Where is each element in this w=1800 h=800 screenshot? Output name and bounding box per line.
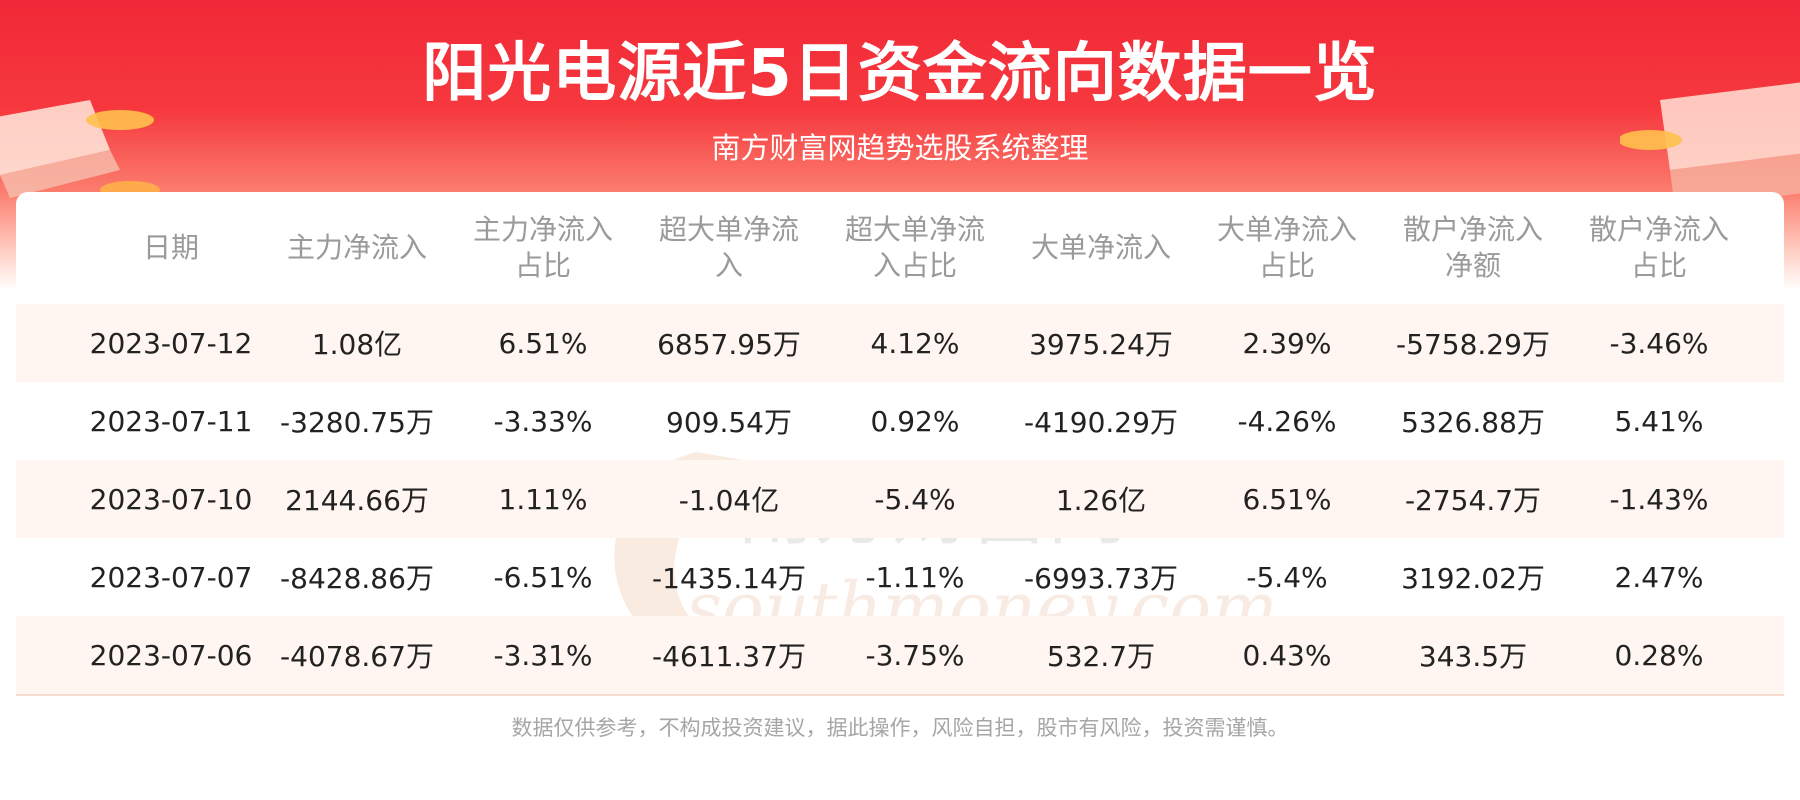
table-cell: -4611.37万: [652, 640, 806, 673]
table-cell: -6.51%: [493, 560, 593, 594]
table-row: 2023-07-11 -3280.75万 -3.33% 909.54万 0.92…: [16, 382, 1784, 460]
gold-coins-decoration: [0, 100, 160, 199]
table-cell: 5326.88万: [1401, 406, 1545, 439]
table-cell: -4.26%: [1237, 404, 1337, 438]
table-cell: -3.46%: [1609, 326, 1709, 360]
column-header: 超大单净流入占比: [844, 213, 985, 282]
table-cell: 4.12%: [870, 326, 960, 360]
table-cell: -4078.67万: [280, 640, 434, 673]
table-cell: -1.43%: [1609, 482, 1709, 516]
table-cell: 0.28%: [1614, 638, 1704, 672]
column-header: 日期: [142, 231, 199, 264]
column-header: 主力净流入: [286, 231, 427, 264]
table-cell: 2.39%: [1242, 326, 1332, 360]
table-cell: 0.43%: [1242, 638, 1332, 672]
table-row: 2023-07-12 1.08亿 6.51% 6857.95万 4.12% 39…: [16, 304, 1784, 382]
disclaimer-text: 数据仅供参考，不构成投资建议，据此操作，风险自担，股市有风险，投资需谨慎。: [511, 716, 1289, 740]
table-cell: -2754.7万: [1404, 484, 1542, 517]
column-header: 大单净流入: [1030, 231, 1171, 264]
table-cell: -3.31%: [493, 638, 593, 672]
table-cell: -1.11%: [865, 560, 965, 594]
table-cell: -4190.29万: [1024, 406, 1178, 439]
table-cell: -5758.29万: [1396, 328, 1550, 361]
page-subtitle: 南方财富网趋势选股系统整理: [711, 131, 1089, 165]
table-row: 2023-07-06 -4078.67万 -3.31% -4611.37万 -3…: [16, 616, 1784, 694]
column-header: 散户净流入净额: [1402, 213, 1543, 282]
table-cell: 2023-07-06: [89, 638, 253, 672]
table-cell: -3280.75万: [280, 406, 434, 439]
table-cell: -5.4%: [874, 482, 956, 516]
table-cell: 2.47%: [1614, 560, 1704, 594]
column-header: 超大单净流入: [658, 213, 799, 282]
table-cell: 1.26亿: [1055, 484, 1147, 517]
table-cell: 532.7万: [1046, 640, 1156, 673]
table-row: 2023-07-10 2144.66万 1.11% -1.04亿 -5.4% 1…: [16, 460, 1784, 538]
table-cell: -6993.73万: [1024, 562, 1178, 595]
table-cell: 3192.02万: [1401, 562, 1545, 595]
table-cell: 2023-07-11: [89, 404, 253, 438]
table-cell: -5.4%: [1246, 560, 1328, 594]
table-cell: -1435.14万: [652, 562, 806, 595]
table-cell: 2023-07-10: [89, 482, 253, 516]
table-cell: -8428.86万: [280, 562, 434, 595]
table-cell: 6.51%: [1242, 482, 1332, 516]
table-cell: 5.41%: [1614, 404, 1704, 438]
column-header: 主力净流入占比: [472, 213, 613, 282]
table-cell: 3975.24万: [1029, 328, 1173, 361]
page-title: 阳光电源近5日资金流向数据一览: [422, 37, 1378, 111]
table-cell: 6.51%: [498, 326, 588, 360]
table-cell: 2144.66万: [285, 484, 429, 517]
table-cell: 6857.95万: [657, 328, 801, 361]
column-header: 散户净流入占比: [1588, 213, 1729, 282]
table-cell: 343.5万: [1418, 640, 1528, 673]
table-cell: -3.75%: [865, 638, 965, 672]
table-cell: 1.11%: [498, 482, 588, 516]
data-table-card: 南方财富网 southmoney.com 日期 主力净流入 主力净流入占比 超大…: [16, 192, 1784, 752]
column-header: 大单净流入占比: [1216, 213, 1357, 282]
table-cell: -3.33%: [493, 404, 593, 438]
table-row: 2023-07-07 -8428.86万 -6.51% -1435.14万 -1…: [16, 538, 1784, 616]
footer-divider: [16, 694, 1784, 696]
table-cell: -1.04亿: [678, 484, 780, 517]
table-cell: 0.92%: [870, 404, 960, 438]
table-cell: 2023-07-07: [89, 560, 253, 594]
table-header: 日期 主力净流入 主力净流入占比 超大单净流入 超大单净流入占比 大单净流入 大…: [16, 192, 1784, 304]
table-cell: 909.54万: [666, 406, 792, 439]
table-cell: 2023-07-12: [89, 326, 253, 360]
table-cell: 1.08亿: [311, 328, 403, 361]
